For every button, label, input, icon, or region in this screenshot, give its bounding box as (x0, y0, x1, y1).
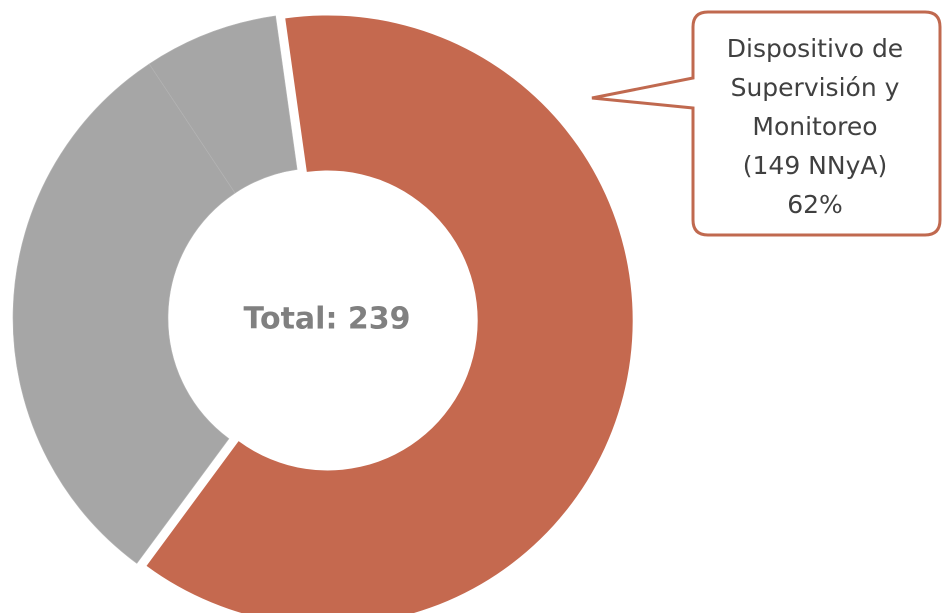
donut-slice (146, 15, 633, 613)
center-label: Total: 239 (243, 302, 410, 337)
annotation-line: 62% (787, 190, 843, 219)
donut-slice (148, 15, 298, 194)
annotation-line: Supervisión y (731, 73, 900, 102)
annotation-line: Monitoreo (752, 112, 877, 141)
annotation-line: (149 NNyA) (743, 151, 887, 180)
callout (591, 10, 942, 237)
annotation-line: Dispositivo de (727, 34, 903, 63)
donut-slice (12, 63, 236, 564)
